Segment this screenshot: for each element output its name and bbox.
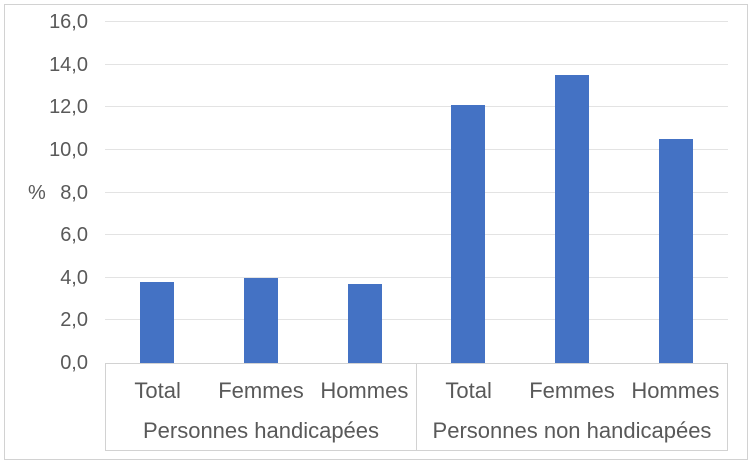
- y-tick-label: 4,0: [60, 266, 88, 289]
- y-axis: 0,0 2,0 4,0 6,0 8,0 10,0 12,0 14,0 16,0: [0, 11, 88, 374]
- gridline: [105, 191, 728, 193]
- category-label: Total: [134, 377, 181, 403]
- bar-slot: [417, 22, 521, 363]
- group-label: Personnes non handicapées: [432, 418, 712, 443]
- bar-slot: [105, 22, 209, 363]
- category-label: Femmes: [218, 377, 304, 403]
- category-label: Hommes: [320, 377, 409, 403]
- y-tick-label: 8,0: [60, 181, 88, 204]
- y-tick-label: 2,0: [60, 309, 88, 332]
- bar-slot: [520, 22, 624, 363]
- y-tick-label: 10,0: [49, 138, 88, 161]
- gridlines-layer: [105, 21, 728, 363]
- gridline: [105, 106, 728, 108]
- category-axis: Total Femmes Hommes Personnes handicapées To…: [105, 363, 728, 451]
- bar-group: [105, 22, 417, 363]
- category-group: Total Femmes Hommes Personnes non handicapé…: [416, 364, 727, 450]
- y-tick-label: 0,0: [60, 352, 88, 374]
- category-label-row: Total Femmes Hommes: [106, 364, 416, 412]
- category-label: Femmes: [529, 377, 615, 403]
- category-label: Total: [445, 377, 492, 403]
- group-label: Personnes handicapées: [142, 418, 380, 443]
- bar: [243, 277, 278, 363]
- category-label: Hommes: [631, 377, 720, 403]
- bar: [555, 75, 590, 363]
- gridline: [105, 319, 728, 321]
- bar: [451, 105, 486, 363]
- plot-area: [105, 21, 728, 363]
- y-tick-label: 14,0: [49, 53, 88, 76]
- y-tick-label: 6,0: [60, 224, 88, 247]
- gridline: [105, 148, 728, 150]
- bar-slot: [313, 22, 417, 363]
- y-axis-title: %: [28, 182, 46, 204]
- category-group: Total Femmes Hommes Personnes handicapées: [106, 364, 416, 450]
- gridline: [105, 276, 728, 278]
- bar: [659, 139, 694, 363]
- bar-group: [417, 22, 729, 363]
- bars-layer: [105, 22, 728, 363]
- category-label-row: Total Femmes Hommes: [417, 364, 727, 412]
- bar: [139, 282, 174, 363]
- bar-slot: [624, 22, 728, 363]
- gridline: [105, 63, 728, 65]
- bar: [347, 284, 382, 363]
- y-tick-label: 16,0: [49, 11, 88, 33]
- gridline: [105, 234, 728, 236]
- gridline: [105, 21, 728, 22]
- bar-slot: [209, 22, 313, 363]
- y-tick-label: 12,0: [49, 96, 88, 119]
